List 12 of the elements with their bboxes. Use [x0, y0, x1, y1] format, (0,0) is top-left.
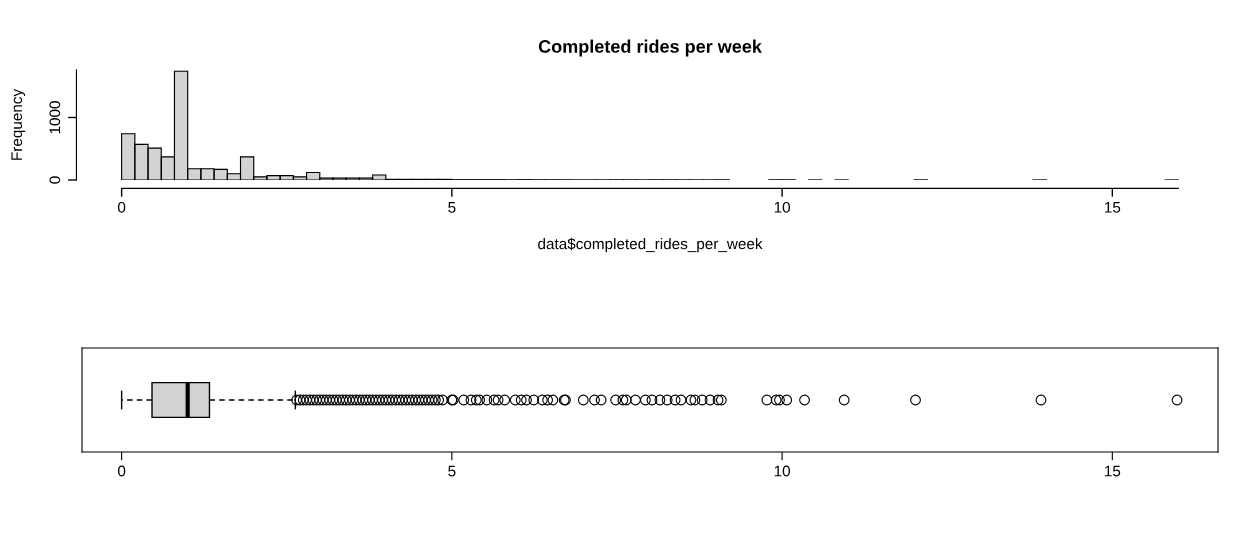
x-tick-label: 0 — [117, 201, 126, 213]
x-axis-title: data$completed_rides_per_week — [538, 237, 763, 253]
x-tick-label: 10 — [774, 201, 790, 213]
x-tick-label: 5 — [448, 465, 456, 477]
y-tick-label: 1000 — [49, 101, 61, 134]
y-axis-title: Frequency — [11, 88, 26, 160]
chart-title: Completed rides per week — [538, 39, 762, 57]
x-tick-label: 5 — [448, 202, 456, 213]
x-tick-label: 15 — [1104, 202, 1121, 213]
x-tick-label: 0 — [117, 465, 126, 477]
x-tick-label: 10 — [774, 465, 790, 477]
x-tick-label: 15 — [1104, 465, 1121, 477]
